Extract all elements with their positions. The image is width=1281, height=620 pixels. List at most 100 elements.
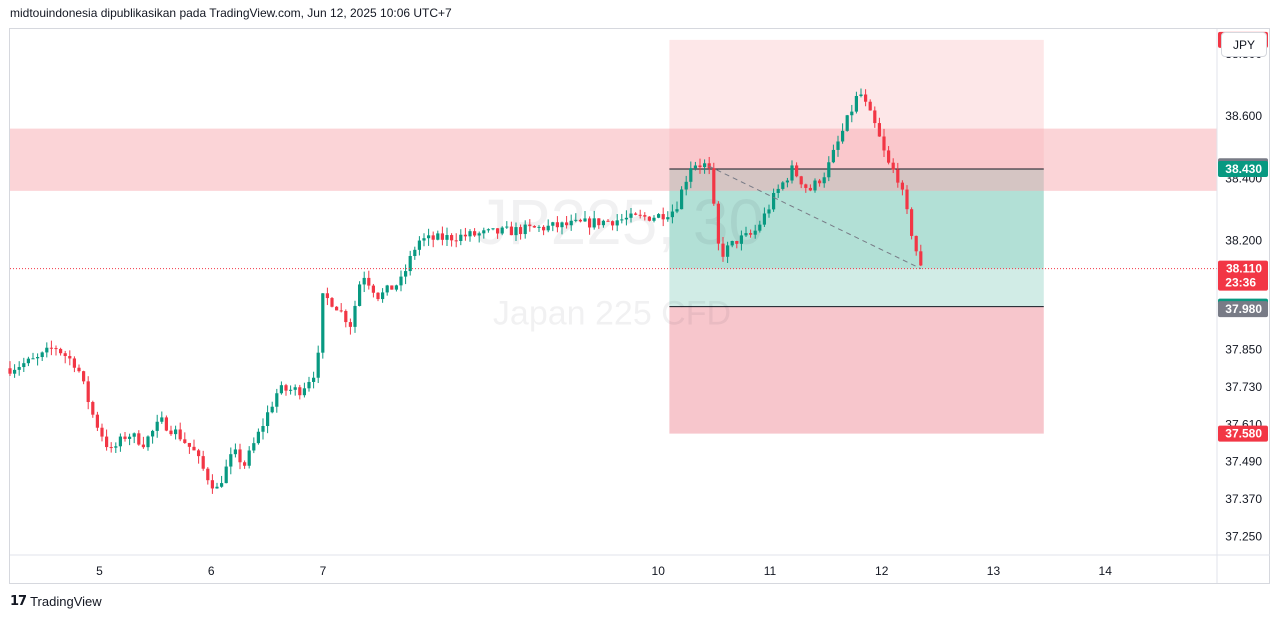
candle[interactable] [836,141,840,150]
candle[interactable] [611,221,615,226]
candle[interactable] [82,371,86,382]
candle[interactable] [634,213,638,215]
candle[interactable] [597,218,601,226]
candle[interactable] [422,238,426,241]
candle[interactable] [749,233,753,235]
candle[interactable] [569,220,573,226]
candle[interactable] [873,110,877,124]
candle[interactable] [68,356,72,359]
candle[interactable] [716,203,720,244]
tradingview-footer[interactable]: 17 TradingView [10,594,102,609]
candle[interactable] [629,213,633,218]
candle[interactable] [275,393,279,407]
candle[interactable] [684,181,688,190]
candle[interactable] [514,227,518,236]
candle[interactable] [54,348,58,350]
candle[interactable] [776,188,780,193]
candle[interactable] [910,209,914,236]
candle[interactable] [8,368,12,374]
candle[interactable] [739,235,743,244]
candle[interactable] [197,450,201,457]
candle[interactable] [762,213,766,225]
candle[interactable] [482,230,486,234]
candle[interactable] [261,426,265,432]
candle[interactable] [785,180,789,183]
candle[interactable] [505,226,509,228]
candle[interactable] [914,235,918,252]
candle[interactable] [137,433,141,445]
candle[interactable] [698,165,702,168]
candle[interactable] [528,224,532,227]
candle[interactable] [891,162,895,170]
candle[interactable] [233,449,237,455]
candle[interactable] [767,209,771,214]
candle[interactable] [868,101,872,111]
candle[interactable] [523,224,527,235]
candle[interactable] [859,94,863,96]
candle[interactable] [463,234,467,237]
candle[interactable] [293,387,297,390]
candle[interactable] [298,387,302,396]
candle[interactable] [661,214,665,220]
candle[interactable] [854,95,858,112]
candle[interactable] [500,227,504,234]
candle[interactable] [790,165,794,181]
candle[interactable] [358,284,362,306]
candle[interactable] [174,429,178,435]
candle[interactable] [841,130,845,142]
candle[interactable] [141,444,145,448]
candle[interactable] [578,219,582,222]
candle[interactable] [583,218,587,222]
supply-zone[interactable] [10,128,1217,191]
candle[interactable] [795,165,799,177]
candle[interactable] [376,292,380,300]
candle[interactable] [652,217,656,221]
candle[interactable] [289,389,293,391]
candle[interactable] [670,211,674,218]
candle[interactable] [114,446,118,448]
candle[interactable] [601,220,605,226]
candle[interactable] [445,235,449,240]
candle[interactable] [385,285,389,293]
candle[interactable] [31,358,35,360]
candle[interactable] [394,285,398,290]
candle[interactable] [799,176,803,185]
candle[interactable] [160,417,164,422]
candle[interactable] [201,456,205,469]
candle[interactable] [744,233,748,236]
candle[interactable] [496,228,500,234]
candle[interactable] [864,94,868,102]
candle[interactable] [118,436,122,447]
candle[interactable] [620,219,624,221]
candle[interactable] [95,414,99,428]
candle[interactable] [59,348,63,354]
candle[interactable] [643,215,647,217]
candle[interactable] [877,123,881,137]
candle[interactable] [477,233,481,236]
candle[interactable] [804,184,808,188]
candle[interactable] [647,216,651,221]
candle[interactable] [882,136,886,151]
candle[interactable] [509,226,513,236]
candle[interactable] [348,322,352,327]
candle[interactable] [712,168,716,204]
candle[interactable] [606,220,610,222]
candle[interactable] [109,447,113,449]
candle[interactable] [91,402,95,415]
candle[interactable] [206,468,210,481]
candle[interactable] [818,180,822,184]
candle[interactable] [266,412,270,427]
candle[interactable] [624,217,628,220]
candle[interactable] [454,240,458,242]
candle[interactable] [404,271,408,277]
candle[interactable] [63,353,67,357]
candle[interactable] [905,189,909,210]
currency-button[interactable]: JPY [1221,32,1267,57]
candle[interactable] [224,466,228,484]
candle[interactable] [381,292,385,300]
candle[interactable] [252,443,256,451]
loss-zone[interactable] [669,306,1044,434]
candle[interactable] [638,214,642,216]
candle[interactable] [132,433,136,437]
